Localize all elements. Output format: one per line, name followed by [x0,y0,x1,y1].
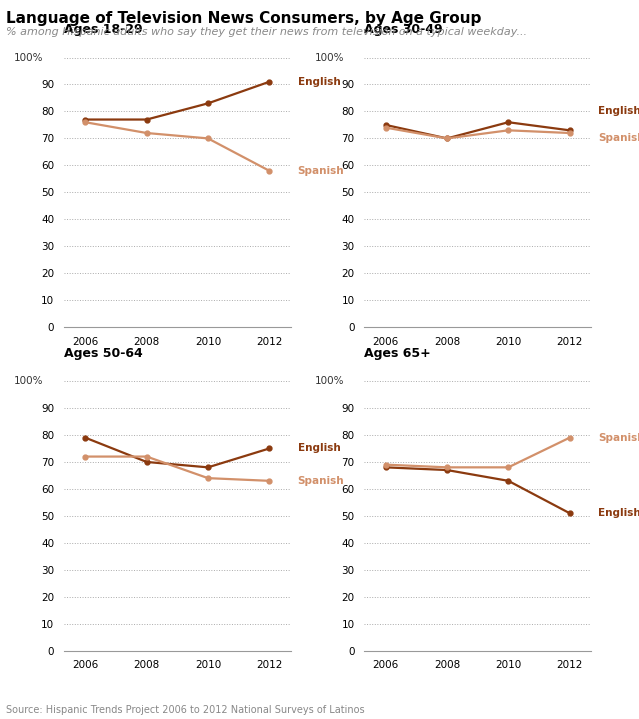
Text: English: English [598,508,639,518]
Text: Ages 30-49: Ages 30-49 [364,23,443,36]
Text: Spanish: Spanish [298,166,344,175]
Text: Ages 18-29: Ages 18-29 [64,23,142,36]
Text: 100%: 100% [14,376,43,386]
Text: Source: Hispanic Trends Project 2006 to 2012 National Surveys of Latinos: Source: Hispanic Trends Project 2006 to … [6,705,365,715]
Text: English: English [598,106,639,116]
Text: Language of Television News Consumers, by Age Group: Language of Television News Consumers, b… [6,11,482,26]
Text: 100%: 100% [14,52,43,63]
Text: Spanish: Spanish [598,433,639,443]
Text: 100%: 100% [314,376,344,386]
Text: Spanish: Spanish [598,134,639,143]
Text: Ages 50-64: Ages 50-64 [64,347,142,360]
Text: % among Hispanic adults who say they get their news from television on a typical: % among Hispanic adults who say they get… [6,27,527,37]
Text: 100%: 100% [314,52,344,63]
Text: Ages 65+: Ages 65+ [364,347,431,360]
Text: Spanish: Spanish [298,476,344,486]
Text: English: English [298,444,341,454]
Text: English: English [298,77,341,87]
